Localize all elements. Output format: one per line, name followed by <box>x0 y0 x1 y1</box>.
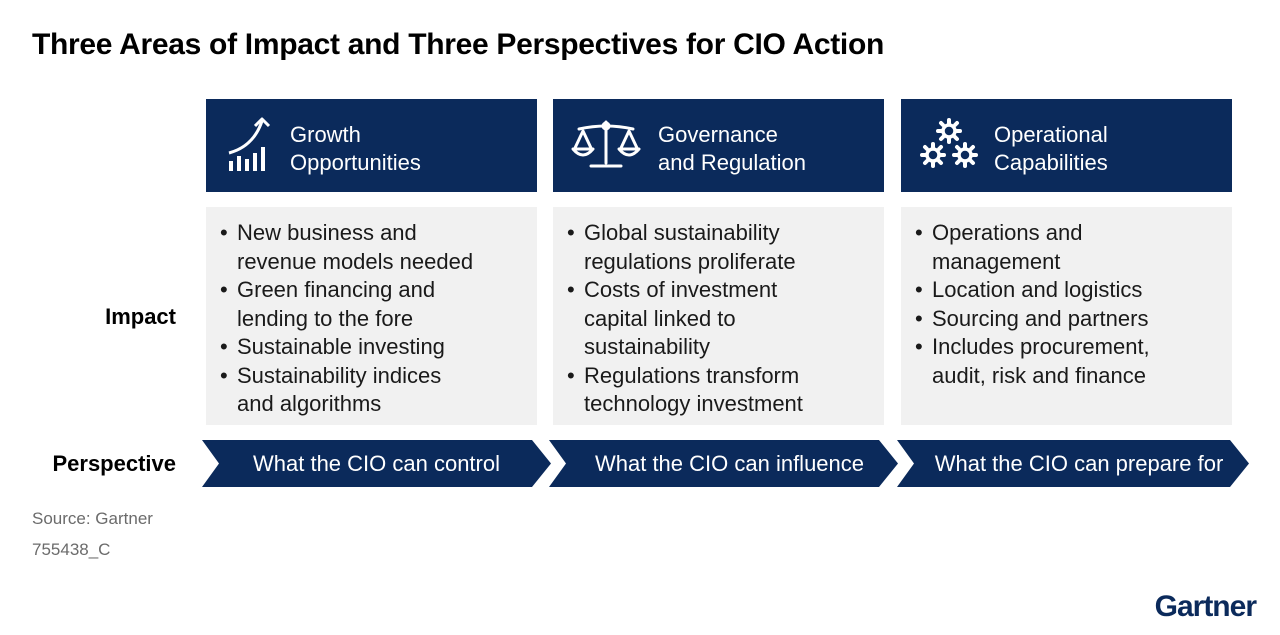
chevron-arrow-shape <box>549 440 898 487</box>
gartner-logo: Gartner <box>1154 590 1257 623</box>
impact-row-label: Impact <box>105 304 176 329</box>
header-governance-regulation: Governance and Regulation <box>553 99 884 192</box>
header-title-line2: and Regulation <box>658 150 807 175</box>
growth-chart-icon <box>228 117 271 171</box>
perspective-row-label: Perspective <box>52 451 176 476</box>
list-item: Includes procurement,audit, risk and fin… <box>915 333 1222 390</box>
figure-code: 755438_C <box>32 540 111 559</box>
perspective-arrow-control: What the CIO can control <box>202 440 551 487</box>
chevron-arrow-shape <box>202 440 551 487</box>
header-title-line1: Operational <box>994 122 1108 147</box>
header-title-line2: Opportunities <box>290 150 421 175</box>
chevron-arrow-shape <box>897 440 1249 487</box>
perspective-text: What the CIO can control <box>253 451 500 476</box>
perspective-text: What the CIO can influence <box>594 451 865 476</box>
header-title-line1: Growth <box>290 122 361 147</box>
source-note: Source: Gartner <box>32 509 153 528</box>
perspective-arrow-influence: What the CIO can influence <box>549 440 898 487</box>
header-operational-capabilities: Operational Capabilities <box>901 99 1232 192</box>
header-title-line2: Capabilities <box>994 150 1108 175</box>
page-title: Three Areas of Impact and Three Perspect… <box>32 28 884 61</box>
header-title-line1: Governance <box>658 122 778 147</box>
list-item: Sourcing and partners <box>915 305 1222 334</box>
header-growth-opportunities: Growth Opportunities <box>206 99 537 192</box>
list-item: Sustainable investing <box>220 333 527 362</box>
perspective-arrow-prepare: What the CIO can prepare for <box>897 440 1249 487</box>
list-item: Location and logistics <box>915 276 1222 305</box>
scales-icon <box>571 120 641 168</box>
perspective-text: What the CIO can prepare for <box>934 451 1224 476</box>
gears-icon <box>920 118 978 168</box>
